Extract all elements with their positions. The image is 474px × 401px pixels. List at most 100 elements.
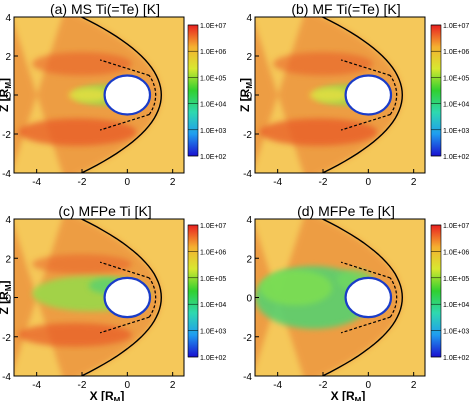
y-tick-label: -4 <box>243 372 252 383</box>
x-tick-label: -2 <box>78 177 87 188</box>
colorbar-label: 1.0E+07 <box>200 23 226 30</box>
colorbar-label: 1.0E+04 <box>200 302 226 309</box>
y-axis-label: Z [RM] <box>238 78 254 112</box>
bow-shock-line <box>320 219 404 376</box>
colorbar-label: 1.0E+03 <box>443 329 469 336</box>
x-tick-label: 0 <box>125 177 131 188</box>
y-tick-label: 2 <box>246 52 252 63</box>
colorbar-gradient <box>187 24 199 157</box>
planet-body <box>103 276 152 319</box>
hot-tail-band <box>18 118 137 146</box>
hot-tail-band <box>32 254 132 274</box>
y-tick-label: -2 <box>2 333 11 344</box>
x-tick-label: 2 <box>411 177 417 188</box>
y-tick-label: -2 <box>243 130 252 141</box>
panel-title: (c) MFPe Ti [K] <box>58 203 151 219</box>
magnetopause-line <box>99 261 157 334</box>
magnetopause-line <box>99 59 157 131</box>
hot-tail-band <box>18 323 132 347</box>
y-tick-label: 4 <box>5 215 11 226</box>
x-tick-label: -4 <box>273 380 282 391</box>
panel-title: (d) MFPe Te [K] <box>297 203 395 219</box>
planet-body <box>103 74 152 116</box>
colorbar: 1.0E+07 1.0E+06 1.0E+05 1.0E+04 1.0E+03 1.0E+… <box>187 23 226 161</box>
y-tick-label: 4 <box>246 13 252 24</box>
colorbar: 1.0E+07 1.0E+06 1.0E+05 1.0E+04 1.0E+03 1.0E+… <box>430 223 469 362</box>
panel-title: (b) MF Ti(=Te) [K] <box>291 1 400 17</box>
magnetopause-line <box>340 261 398 334</box>
colorbar-label: 1.0E+06 <box>443 249 469 256</box>
y-tick-label: -4 <box>2 372 11 383</box>
y-tick-label: 0 <box>246 91 252 102</box>
planet-body <box>344 74 393 116</box>
temperature-field <box>255 219 425 376</box>
x-axis-label: X [RM] <box>331 389 366 401</box>
hot-tail-band <box>273 52 373 76</box>
y-tick-label: -4 <box>243 169 252 180</box>
colorbar-label: 1.0E+05 <box>200 75 226 82</box>
y-tick-label: -2 <box>243 333 252 344</box>
temperature-field <box>14 17 184 173</box>
x-tick-label: -4 <box>32 177 41 188</box>
x-tick-label: 2 <box>170 380 176 391</box>
colorbar-gradient <box>430 24 442 157</box>
x-tick-label: 0 <box>125 380 131 391</box>
colorbar-label: 1.0E+07 <box>200 223 226 230</box>
colorbar-label: 1.0E+02 <box>443 154 469 161</box>
panel-2: -4 -2 0 2 -4 -2 0 2 4 (b) MF Ti(=Te) [K] Z [RM] 1.0… <box>238 1 469 188</box>
x-tick-label: -2 <box>78 380 87 391</box>
panel-4: -4 -2 0 2 -4 -2 0 2 4 (d) MFPe Te [K] X [RM] 1.0E+0… <box>243 203 469 401</box>
y-tick-label: 0 <box>246 294 252 305</box>
panel-3: -4 -2 0 2 -4 -2 0 2 4 (c) MFPe Ti [K] Z [RM] X [RM]… <box>0 203 226 401</box>
warm-plasma-region <box>309 88 351 102</box>
hot-tail-band <box>259 118 378 146</box>
y-tick-label: 2 <box>5 254 11 265</box>
x-tick-label: -4 <box>32 380 41 391</box>
temperature-field <box>14 219 184 376</box>
planet-body <box>344 276 393 319</box>
x-tick-label: -2 <box>319 177 328 188</box>
x-tick-label: 0 <box>366 177 372 188</box>
x-tick-label: -4 <box>273 177 282 188</box>
y-tick-label: -2 <box>2 130 11 141</box>
x-tick-label: -2 <box>319 380 328 391</box>
colorbar-label: 1.0E+04 <box>443 302 469 309</box>
colorbar-label: 1.0E+03 <box>200 128 226 135</box>
colorbar-label: 1.0E+02 <box>200 355 226 362</box>
magnetopause-line <box>340 59 398 131</box>
panel-title: (a) MS Ti(=Te) [K] <box>50 1 160 17</box>
bow-shock-line <box>79 17 163 173</box>
colorbar-label: 1.0E+03 <box>200 329 226 336</box>
colorbar-label: 1.0E+05 <box>443 75 469 82</box>
y-tick-label: 2 <box>5 52 11 63</box>
y-tick-label: 0 <box>5 294 11 305</box>
y-tick-label: 4 <box>5 13 11 24</box>
colorbar-label: 1.0E+04 <box>443 102 469 109</box>
y-tick-label: 2 <box>246 254 252 265</box>
bow-shock-line <box>79 219 163 376</box>
x-tick-label: 0 <box>366 380 372 391</box>
colorbar-gradient <box>187 224 199 358</box>
colorbar-label: 1.0E+07 <box>443 23 469 30</box>
colorbar-label: 1.0E+02 <box>443 355 469 362</box>
y-tick-label: 4 <box>246 215 252 226</box>
colorbar: 1.0E+07 1.0E+06 1.0E+05 1.0E+04 1.0E+03 1.0E+… <box>430 23 469 161</box>
colorbar-label: 1.0E+03 <box>443 128 469 135</box>
y-axis-label: Z [RM] <box>0 281 13 315</box>
colorbar-label: 1.0E+05 <box>443 276 469 283</box>
colorbar-label: 1.0E+06 <box>200 49 226 56</box>
cool-plasma-region <box>259 270 333 306</box>
colorbar-label: 1.0E+04 <box>200 102 226 109</box>
y-tick-label: -4 <box>2 169 11 180</box>
colorbar-label: 1.0E+07 <box>443 223 469 230</box>
hot-tail-band <box>32 52 132 76</box>
x-tick-label: 2 <box>411 380 417 391</box>
warm-plasma-region <box>68 88 110 102</box>
x-tick-label: 2 <box>170 177 176 188</box>
colorbar-label: 1.0E+06 <box>200 249 226 256</box>
x-axis-label: X [RM] <box>90 389 125 401</box>
colorbar: 1.0E+07 1.0E+06 1.0E+05 1.0E+04 1.0E+03 1.0E+… <box>187 223 226 362</box>
bow-shock-line <box>320 17 404 173</box>
colorbar-label: 1.0E+05 <box>200 276 226 283</box>
